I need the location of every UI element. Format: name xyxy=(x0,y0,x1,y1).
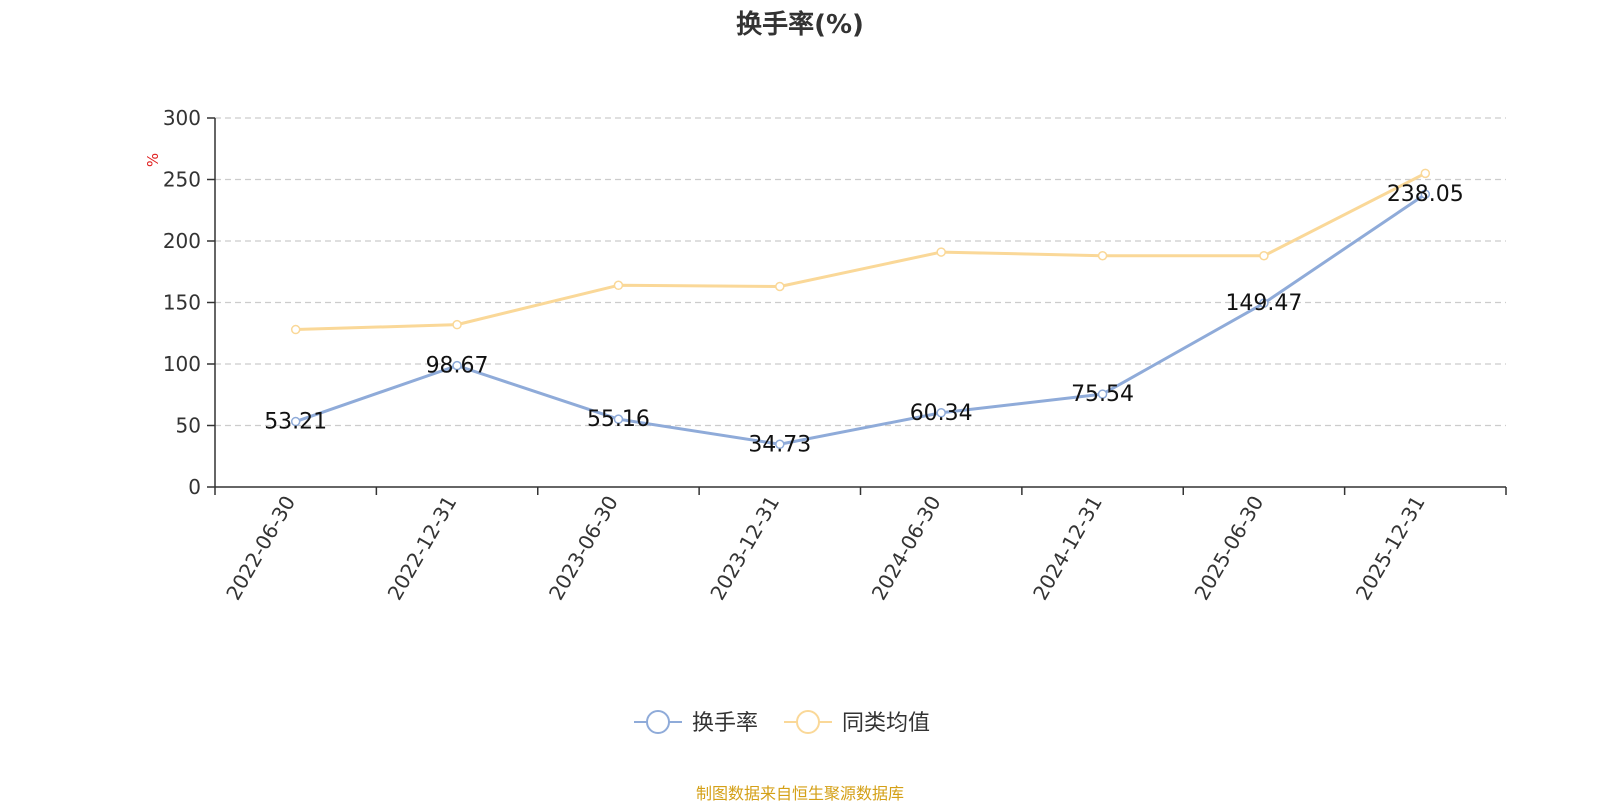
data-point-peer-average-1 xyxy=(452,319,462,330)
data-label: 98.67 xyxy=(426,354,489,379)
y-tick-label: 0 xyxy=(188,475,201,499)
y-tick-label: 250 xyxy=(163,168,201,192)
y-tick-label: 100 xyxy=(163,352,201,376)
data-point-turnover-6 xyxy=(1259,298,1269,308)
series-line-turnover xyxy=(295,192,1427,446)
data-point-turnover-5 xyxy=(1097,389,1108,399)
legend-item-turnover-label: 换手率 xyxy=(692,711,758,736)
data-point-peer-average-7 xyxy=(1420,168,1431,179)
legend-item-peer-average-marker xyxy=(796,710,820,734)
data-point-peer-average-6 xyxy=(1259,251,1269,261)
legend-item-turnover-marker xyxy=(646,710,670,734)
data-point-peer-average-5 xyxy=(1097,251,1108,261)
y-tick-label: 200 xyxy=(163,229,201,253)
data-point-peer-average-4 xyxy=(936,247,946,257)
data-point-peer-average-0 xyxy=(290,324,301,335)
data-label: 238.05 xyxy=(1387,182,1464,207)
data-point-turnover-1 xyxy=(452,360,462,371)
data-point-turnover-0 xyxy=(290,416,301,427)
series-line-peer-average xyxy=(295,172,1426,332)
x-tick-label: 2023-12-31 xyxy=(705,492,784,605)
data-point-turnover-4 xyxy=(936,408,946,418)
legend-item-peer-average-label: 同类均值 xyxy=(842,711,930,736)
y-tick-label: 50 xyxy=(176,414,201,438)
data-label: 53.21 xyxy=(264,410,327,435)
x-tick-label: 2022-06-30 xyxy=(221,492,300,605)
data-label: 34.73 xyxy=(748,432,811,457)
data-label: 55.16 xyxy=(587,407,650,432)
y-tick-label: 300 xyxy=(163,106,201,130)
data-label: 149.47 xyxy=(1225,291,1302,316)
x-tick-label: 2025-06-30 xyxy=(1189,492,1268,605)
data-point-turnover-3 xyxy=(775,439,785,450)
x-tick-label: 2024-06-30 xyxy=(867,492,946,605)
data-point-turnover-7 xyxy=(1420,189,1431,199)
data-point-turnover-2 xyxy=(613,414,624,424)
x-tick-label: 2024-12-31 xyxy=(1028,492,1107,605)
chart-source-note: 制图数据来自恒生聚源数据库 xyxy=(695,784,904,803)
y-tick-label: 150 xyxy=(163,291,201,315)
data-label: 60.34 xyxy=(910,401,973,426)
x-tick-label: 2025-12-31 xyxy=(1351,492,1430,605)
chart-title: 换手率(%) xyxy=(736,10,864,40)
x-tick-label: 2023-06-30 xyxy=(544,492,623,605)
data-label: 75.54 xyxy=(1071,382,1134,407)
data-point-peer-average-3 xyxy=(775,281,785,292)
x-tick-label: 2022-12-31 xyxy=(382,492,461,605)
y-axis-unit-label: % xyxy=(144,153,162,167)
data-point-peer-average-2 xyxy=(613,280,624,291)
